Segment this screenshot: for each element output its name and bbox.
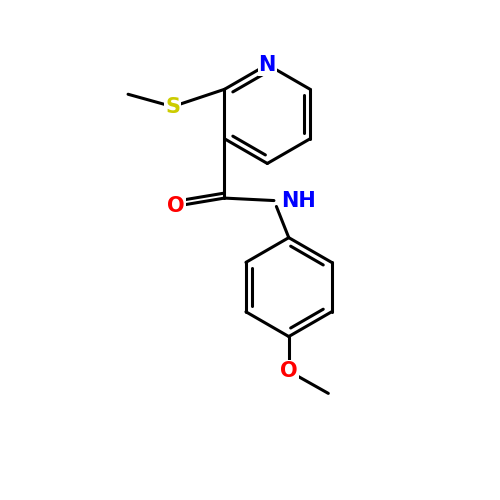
Text: NH: NH	[282, 190, 316, 210]
Text: N: N	[258, 54, 276, 74]
Text: O: O	[167, 196, 185, 216]
Text: O: O	[280, 361, 297, 381]
Text: S: S	[165, 96, 180, 116]
